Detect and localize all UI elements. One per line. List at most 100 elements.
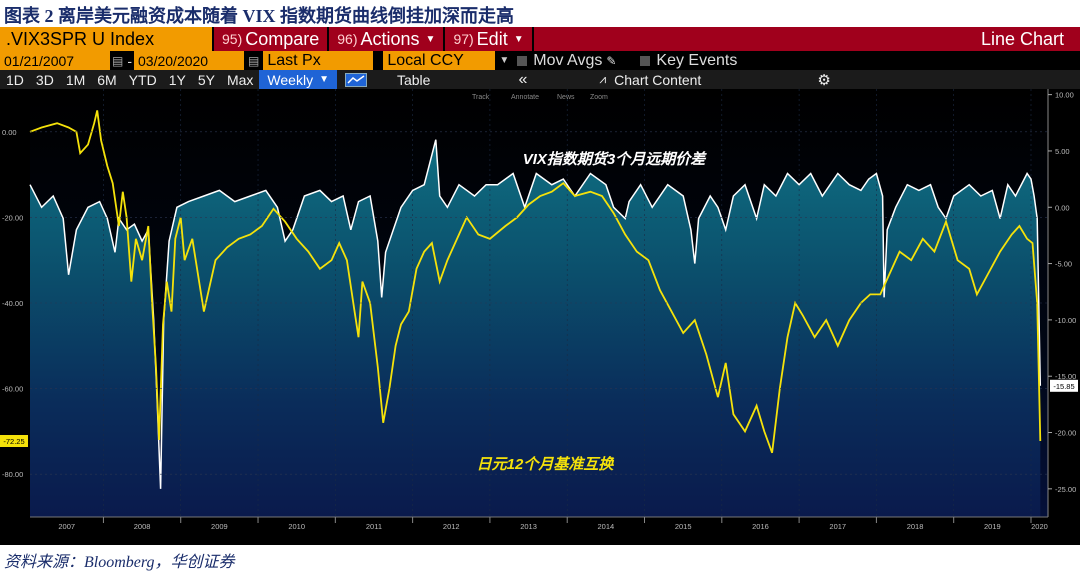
mov-avgs-toggle[interactable]: Mov Avgs ✎ xyxy=(513,51,620,70)
gear-icon[interactable]: ⚙ xyxy=(817,71,831,89)
compare-label: Compare xyxy=(245,28,320,49)
settings-toolbar: 01/21/2007 ▤ - 03/20/2020 ▤ Last Px Loca… xyxy=(0,51,1080,70)
chart-content-button[interactable]: ⩘ Chart Content xyxy=(539,70,707,89)
vix-spread-annotation: VIX指数期货3个月远期价差 xyxy=(523,150,708,168)
chart-area: Track Annotate News Zoom 0.00 -20.00 -40.0… xyxy=(0,89,1080,545)
x-tick-label: 2017 xyxy=(829,522,846,531)
white-badge-box xyxy=(1050,379,1078,392)
chart-type-label: Line Chart xyxy=(533,27,1080,51)
vix-spread-area xyxy=(30,139,1041,517)
white-last-value: -15.85 xyxy=(1053,382,1074,391)
left-tick-label: -40.00 xyxy=(2,299,23,308)
edit-number: 97) xyxy=(453,31,474,47)
start-date-field[interactable]: 01/21/2007 xyxy=(0,51,110,70)
range-ytd[interactable]: YTD xyxy=(128,71,157,88)
right-tick-label: -5.00 xyxy=(1055,260,1072,269)
frequency-select[interactable]: Weekly ▼ xyxy=(259,70,337,89)
right-tick-label: -15.00 xyxy=(1055,372,1076,381)
compare-number: 95) xyxy=(222,31,243,47)
line-chart-svg: Track Annotate News Zoom 0.00 -20.00 -40.0… xyxy=(0,89,1078,531)
range-1y[interactable]: 1Y xyxy=(168,71,186,88)
mov-avgs-label: Mov Avgs xyxy=(533,51,603,69)
zoom-tool[interactable]: Zoom xyxy=(590,94,608,101)
news-tool[interactable]: News xyxy=(557,94,575,101)
edit-menu[interactable]: 97) Edit ▼ xyxy=(445,27,532,51)
x-tick-label: 2009 xyxy=(211,522,228,531)
range-5y[interactable]: 5Y xyxy=(197,71,215,88)
actions-number: 96) xyxy=(337,31,358,47)
calendar-icon[interactable]: ▤ xyxy=(248,53,260,68)
x-grid xyxy=(103,89,1032,517)
right-tick-label: 5.00 xyxy=(1055,147,1070,156)
left-tick-label: -20.00 xyxy=(2,213,23,222)
left-axis: 0.00 -20.00 -40.00 -60.00 -80.00 xyxy=(2,128,1048,479)
x-tick-label: 2020 xyxy=(1031,522,1048,531)
checkbox-icon xyxy=(640,55,651,66)
chevron-down-icon: ▼ xyxy=(425,33,436,45)
range-toolbar: 1D 3D 1M 6M YTD 1Y 5Y Max Weekly ▼ Table… xyxy=(0,70,1080,89)
source-note: 资料来源：Bloomberg，华创证券 xyxy=(4,554,235,571)
spacer xyxy=(373,51,383,70)
right-tick-label: -10.00 xyxy=(1055,316,1076,325)
track-tool[interactable]: Track xyxy=(472,94,490,101)
right-tick-label: -25.00 xyxy=(1055,485,1076,494)
range-max[interactable]: Max xyxy=(226,71,254,88)
x-tick-label: 2008 xyxy=(134,522,151,531)
line-chart-icon[interactable] xyxy=(337,70,375,89)
price-field-select[interactable]: Last Px xyxy=(263,51,374,70)
white-last-value-badge: -15.85 xyxy=(1050,379,1078,392)
compare-button[interactable]: 95) Compare xyxy=(214,27,328,51)
x-tick-label: 2019 xyxy=(984,522,1001,531)
range-1m[interactable]: 1M xyxy=(65,71,86,88)
ticker-field[interactable]: .VIX3SPR U Index xyxy=(0,27,212,51)
x-tick-label: 2018 xyxy=(907,522,924,531)
x-tick-label: 2016 xyxy=(752,522,769,531)
checkbox-icon xyxy=(517,55,528,66)
chevron-down-icon: ▼ xyxy=(513,33,524,45)
left-tick-label: 0.00 xyxy=(2,128,17,137)
chart-content-icon: ⩘ xyxy=(599,72,607,86)
right-tick-label: 10.00 xyxy=(1055,91,1074,100)
range-3d[interactable]: 3D xyxy=(35,71,54,88)
x-tick-label: 2015 xyxy=(675,522,692,531)
yellow-last-value-badge: -72.25 xyxy=(0,435,28,447)
range-1d[interactable]: 1D xyxy=(6,71,24,88)
collapse-icon[interactable]: « xyxy=(518,70,528,88)
annotate-tool[interactable]: Annotate xyxy=(511,94,539,101)
right-tick-label: -20.00 xyxy=(1055,429,1076,438)
line-chart-glyph xyxy=(344,72,367,87)
x-tick-label: 2007 xyxy=(58,522,75,531)
date-separator: - xyxy=(127,52,133,69)
x-tick-label: 2014 xyxy=(598,522,615,531)
key-events-label: Key Events xyxy=(656,51,738,69)
actions-label: Actions xyxy=(360,28,420,49)
range-6m[interactable]: 6M xyxy=(97,71,117,88)
x-tick-label: 2011 xyxy=(366,522,382,531)
calendar-icon[interactable]: ▤ xyxy=(112,53,124,68)
right-tick-label: 0.00 xyxy=(1055,203,1070,212)
chevron-down-icon[interactable]: ▼ xyxy=(499,55,510,66)
pencil-icon: ✎ xyxy=(606,53,617,68)
key-events-toggle[interactable]: Key Events xyxy=(636,51,741,70)
currency-select[interactable]: Local CCY xyxy=(383,51,496,70)
chart-content-label: Chart Content xyxy=(614,71,702,88)
left-tick-label: -80.00 xyxy=(2,470,23,479)
x-tick-label: 2010 xyxy=(288,522,305,531)
x-axis: 2007 2008 2009 2010 2011 2012 2013 2014 2015 2016… xyxy=(58,517,1048,531)
edit-label: Edit xyxy=(476,28,508,49)
left-tick-label: -60.00 xyxy=(2,385,23,394)
chart-mini-toolbar: Track Annotate News Zoom xyxy=(472,94,608,101)
bloomberg-chart-window: .VIX3SPR U Index 95) Compare 96) Actions… xyxy=(0,27,1080,545)
table-button[interactable]: Table xyxy=(396,71,431,88)
end-date-field[interactable]: 03/20/2020 xyxy=(134,51,245,70)
right-axis: 10.00 5.00 0.00 -5.00 -10.00 -15.00 -20.00 -25.… xyxy=(1048,91,1076,494)
x-tick-label: 2013 xyxy=(520,522,537,531)
frequency-label: Weekly xyxy=(267,71,314,88)
figure-caption: 图表 2 离岸美元融资成本随着 VIX 指数期货曲线倒挂加深而走高 xyxy=(4,6,515,26)
title-toolbar: .VIX3SPR U Index 95) Compare 96) Actions… xyxy=(0,27,1080,51)
jpy-basis-annotation: 日元12个月基准互换 xyxy=(477,456,615,473)
vix-spread-line xyxy=(29,139,1042,489)
actions-menu[interactable]: 96) Actions ▼ xyxy=(329,27,444,51)
yellow-last-value: -72.25 xyxy=(3,437,24,446)
chevron-down-icon: ▼ xyxy=(319,74,329,85)
